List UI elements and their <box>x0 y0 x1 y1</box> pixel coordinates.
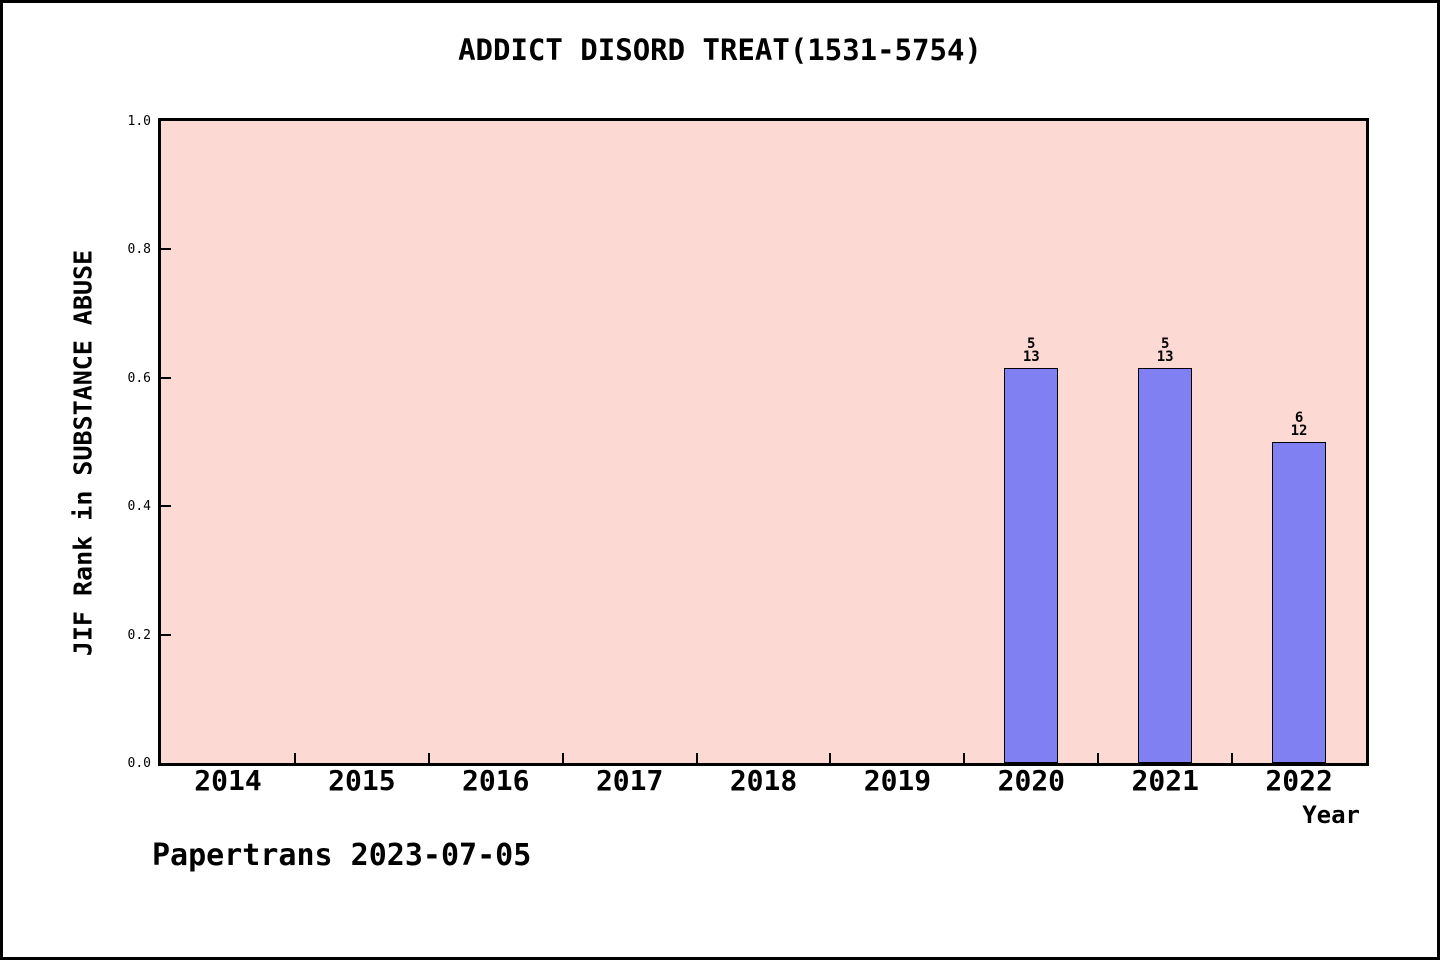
y-tick-mark <box>161 633 171 636</box>
y-tick-mark <box>161 376 171 379</box>
x-tick-label: 2022 <box>1265 764 1333 797</box>
bar-label-total: 12 <box>1290 423 1308 439</box>
chart-title: ADDICT DISORD TREAT(1531-5754) <box>458 33 982 67</box>
y-tick-mark <box>161 248 171 251</box>
footer-watermark: Papertrans 2023-07-05 <box>152 838 532 873</box>
y-tick-label: 0.8 <box>127 242 151 258</box>
y-axis-label: JIF Rank in SUBSTANCE ABUSE <box>68 249 98 657</box>
x-tick-mark <box>829 753 832 763</box>
bar-label-rank: 6 <box>1294 410 1304 426</box>
bar-label-rank: 5 <box>1027 336 1036 353</box>
bar-2021 <box>1138 368 1193 763</box>
y-tick-label: 0.4 <box>127 499 151 515</box>
bar-value-label: 5 13 <box>1130 336 1200 366</box>
y-tick-label: 0.0 <box>127 756 151 771</box>
x-tick-mark <box>695 753 698 763</box>
x-tick-label: 2017 <box>595 764 664 797</box>
x-tick-label: 2015 <box>328 764 396 797</box>
bar-2022 <box>1272 442 1327 763</box>
x-tick-mark <box>963 753 966 763</box>
x-tick-mark <box>1097 753 1100 763</box>
x-tick-mark <box>293 753 296 763</box>
y-tick-label: 0.6 <box>127 370 151 386</box>
bar-value-label: 6 12 <box>1264 410 1334 439</box>
y-tick-mark <box>161 505 171 508</box>
y-tick-label: 0.2 <box>127 627 151 643</box>
x-tick-label: 2019 <box>863 764 932 797</box>
x-tick-label: 2018 <box>729 764 798 797</box>
plot-area: 5 13 5 13 6 12 <box>158 118 1369 766</box>
x-tick-mark <box>427 753 430 763</box>
x-tick-label: 2016 <box>462 764 530 797</box>
bar-label-total: 13 <box>1022 349 1040 366</box>
x-tick-label: 2020 <box>997 764 1066 797</box>
bar-label-rank: 5 <box>1160 336 1170 353</box>
x-tick-label: 2021 <box>1131 764 1199 797</box>
x-tick-mark <box>561 753 564 763</box>
x-axis-label: Year <box>1302 801 1360 829</box>
bar-value-label: 5 13 <box>996 336 1066 366</box>
bar-label-total: 13 <box>1156 349 1174 366</box>
x-tick-label: 2014 <box>194 764 262 797</box>
x-tick-mark <box>1231 753 1234 763</box>
bar-2020 <box>1004 368 1059 763</box>
y-tick-label: 1.0 <box>127 114 151 129</box>
